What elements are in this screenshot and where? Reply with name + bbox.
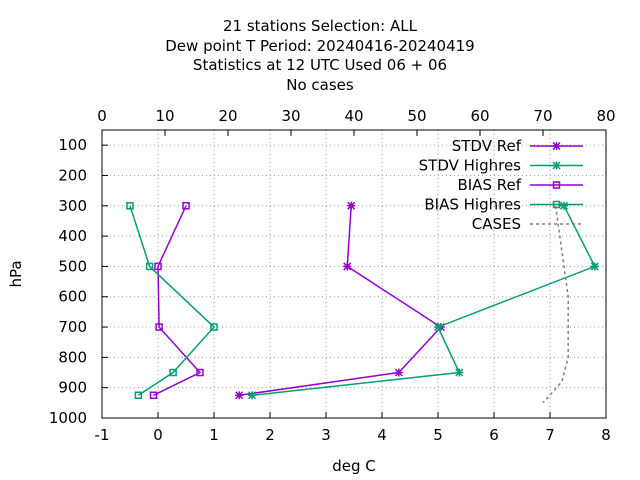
x2-tick-label: 60: [470, 107, 489, 125]
legend-label: CASES: [472, 215, 521, 233]
legend-label: STDV Ref: [452, 137, 522, 155]
x-axis-label: deg C: [332, 457, 376, 475]
x2-tick-label: 80: [596, 107, 615, 125]
x-tick-label: 6: [489, 426, 499, 444]
y-tick-label: 200: [58, 166, 87, 184]
legend-marker: [552, 200, 561, 209]
x-tick-label: 7: [545, 426, 555, 444]
series-line-1: [252, 205, 596, 397]
legend-marker: [552, 181, 561, 189]
data-point: [235, 391, 244, 400]
y-tick-label: 1000: [49, 409, 87, 427]
chart-title-line-3: Statistics at 12 UTC Used 06 + 06: [192, 56, 448, 74]
plot-border: [101, 129, 607, 419]
data-point: [433, 323, 443, 332]
x-tick-label: 2: [265, 426, 275, 444]
data-point: [347, 201, 356, 210]
data-point: [149, 391, 158, 400]
y-axis-label: hPa: [7, 260, 25, 287]
chart-title-line-4: No cases: [286, 76, 354, 94]
data-point: [248, 391, 257, 400]
data-point: [169, 368, 177, 377]
x2-tick-label: 30: [281, 107, 300, 125]
x2-tick-label: 10: [155, 107, 174, 125]
y-tick-label: 500: [58, 257, 87, 275]
y-tick-label: 300: [58, 197, 87, 215]
x-tick-label: 1: [209, 426, 219, 444]
x-tick-label: 5: [433, 426, 443, 444]
y-tick-label: 400: [58, 227, 87, 245]
data-point: [559, 201, 569, 210]
series-line-4: [542, 205, 569, 404]
y-tick-label: 100: [58, 136, 87, 154]
y-tick-label: 600: [58, 288, 87, 306]
y-tick-label: 700: [58, 318, 87, 336]
legend-label: BIAS Highres: [424, 196, 521, 214]
x2-tick-label: 40: [344, 107, 363, 125]
legend-label: BIAS Ref: [457, 176, 521, 194]
data-point: [145, 262, 154, 271]
x2-tick-label: 20: [218, 107, 237, 125]
data-point: [590, 262, 599, 271]
data-point: [126, 202, 134, 210]
x2-tick-label: 50: [407, 107, 426, 125]
series-line-3: [129, 205, 216, 396]
x-tick-label: 0: [153, 426, 163, 444]
legend-label: STDV Highres: [419, 157, 522, 175]
y-tick-label: 900: [58, 379, 87, 397]
data-point: [455, 368, 464, 377]
data-point: [343, 262, 352, 271]
x-tick-label: 8: [601, 426, 611, 444]
x-tick-label: 4: [377, 426, 387, 444]
series-line-0: [239, 205, 442, 397]
x-tick-label: -1: [95, 426, 110, 444]
data-point: [210, 323, 218, 331]
x2-tick-label: 0: [97, 107, 107, 125]
legend-marker: [552, 141, 561, 151]
series-line-2: [153, 205, 202, 396]
chart-title-line-2: Dew point T Period: 20240416-20240419: [165, 37, 475, 55]
y-tick-label: 800: [58, 348, 87, 366]
data-point: [182, 202, 190, 210]
data-point: [394, 368, 403, 377]
data-point: [134, 391, 143, 400]
chart-title-line-1: 21 stations Selection: ALL: [223, 17, 417, 35]
x2-tick-label: 70: [533, 107, 552, 125]
x-tick-label: 3: [321, 426, 331, 444]
data-point: [155, 323, 163, 331]
data-point: [196, 368, 204, 377]
data-point: [154, 262, 162, 271]
legend-marker: [552, 161, 561, 170]
